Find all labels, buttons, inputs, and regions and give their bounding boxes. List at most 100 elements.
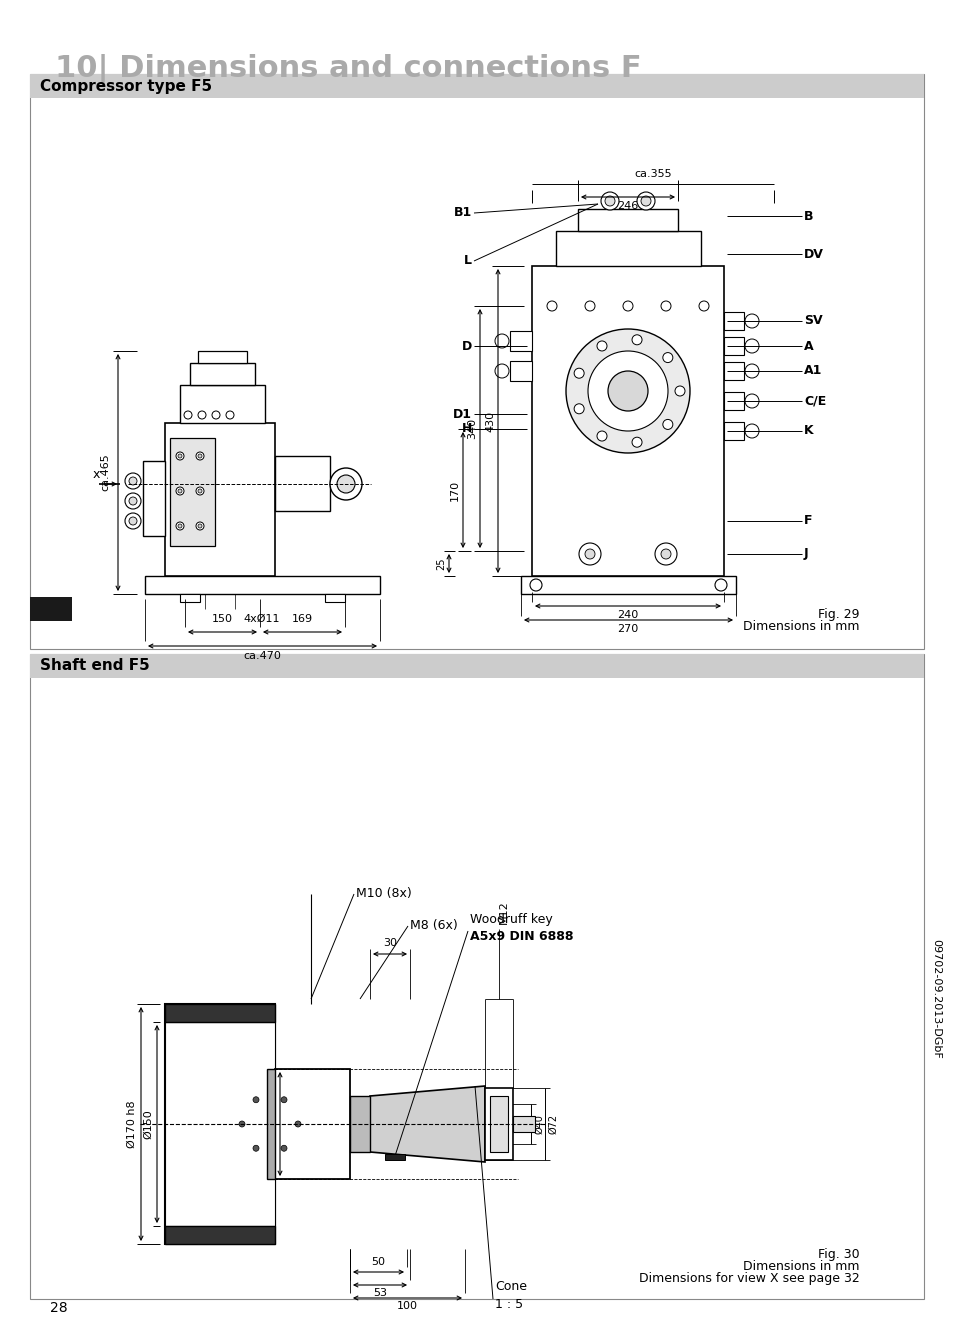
Circle shape xyxy=(632,438,641,447)
Circle shape xyxy=(125,513,141,529)
Bar xyxy=(30,74,923,98)
Circle shape xyxy=(565,329,689,453)
Circle shape xyxy=(129,517,137,525)
Bar xyxy=(267,1069,274,1180)
Circle shape xyxy=(597,341,606,351)
Bar xyxy=(723,362,743,380)
Text: 2: 2 xyxy=(493,1121,499,1131)
Bar xyxy=(30,653,923,1299)
Text: C/E: C/E xyxy=(803,395,825,407)
Circle shape xyxy=(336,475,355,493)
Circle shape xyxy=(546,301,557,311)
Bar xyxy=(145,576,379,595)
Circle shape xyxy=(587,351,667,431)
Circle shape xyxy=(125,493,141,509)
Bar xyxy=(198,351,247,363)
Bar xyxy=(723,422,743,441)
Text: D: D xyxy=(461,340,472,352)
Circle shape xyxy=(744,364,759,378)
Bar xyxy=(385,1154,405,1160)
Bar xyxy=(143,461,165,536)
Circle shape xyxy=(129,497,137,505)
Circle shape xyxy=(584,549,595,558)
Circle shape xyxy=(198,454,202,458)
Circle shape xyxy=(239,1121,245,1127)
Text: SV: SV xyxy=(803,315,821,328)
Text: 53: 53 xyxy=(373,1288,387,1297)
Bar xyxy=(484,1089,513,1160)
Text: J: J xyxy=(803,548,808,561)
Text: A1: A1 xyxy=(803,364,821,378)
Circle shape xyxy=(330,469,361,499)
Text: H: H xyxy=(461,423,472,435)
Text: 169: 169 xyxy=(292,615,313,624)
Circle shape xyxy=(253,1145,258,1152)
Bar xyxy=(165,1004,274,1022)
Circle shape xyxy=(744,315,759,328)
Text: 4xØ11: 4xØ11 xyxy=(244,615,280,624)
Circle shape xyxy=(198,524,202,528)
Bar xyxy=(30,74,923,649)
Bar xyxy=(190,363,254,386)
Circle shape xyxy=(662,352,672,363)
Text: 240: 240 xyxy=(617,611,638,620)
Text: M8 (6x): M8 (6x) xyxy=(410,920,457,932)
Circle shape xyxy=(129,477,137,485)
Circle shape xyxy=(660,549,670,558)
Text: D1: D1 xyxy=(453,407,472,420)
Text: Dimensions for view X see page 32: Dimensions for view X see page 32 xyxy=(639,1272,859,1285)
Text: 1 : 5: 1 : 5 xyxy=(495,1297,522,1311)
Bar xyxy=(556,232,700,266)
Text: Ø72: Ø72 xyxy=(547,1114,558,1134)
Text: B1: B1 xyxy=(454,206,472,220)
Bar xyxy=(578,209,678,232)
Text: 50: 50 xyxy=(371,1257,385,1267)
Bar xyxy=(165,1022,274,1227)
Bar xyxy=(510,331,532,351)
Circle shape xyxy=(597,431,606,441)
Text: 270: 270 xyxy=(617,624,638,633)
Text: M10 (8x): M10 (8x) xyxy=(355,888,412,901)
Circle shape xyxy=(604,195,615,206)
Text: DV: DV xyxy=(803,248,823,261)
Text: 150: 150 xyxy=(212,615,233,624)
Circle shape xyxy=(175,522,184,530)
Circle shape xyxy=(495,333,509,348)
Bar xyxy=(510,362,532,382)
Text: Fig. 30: Fig. 30 xyxy=(818,1248,859,1261)
Text: Woodruff key: Woodruff key xyxy=(470,912,552,925)
Bar xyxy=(274,1069,350,1180)
Bar xyxy=(723,392,743,410)
Text: 430: 430 xyxy=(484,411,495,431)
Circle shape xyxy=(660,301,670,311)
Text: 30: 30 xyxy=(382,939,396,948)
Text: 246: 246 xyxy=(617,201,638,212)
Circle shape xyxy=(530,578,541,590)
Text: B: B xyxy=(803,209,813,222)
Circle shape xyxy=(178,489,182,493)
Text: x: x xyxy=(92,469,100,481)
Circle shape xyxy=(212,411,220,419)
Text: A: A xyxy=(803,340,813,352)
Text: Dimensions in mm: Dimensions in mm xyxy=(742,1260,859,1273)
Text: M12: M12 xyxy=(498,900,509,924)
Text: 10| Dimensions and connections F: 10| Dimensions and connections F xyxy=(55,54,641,84)
Bar xyxy=(274,457,330,511)
Circle shape xyxy=(574,404,583,414)
Text: Compressor type F5: Compressor type F5 xyxy=(40,79,212,94)
Bar xyxy=(520,576,735,595)
Circle shape xyxy=(253,1097,258,1103)
Text: Ø150: Ø150 xyxy=(143,1109,152,1139)
Circle shape xyxy=(195,522,204,530)
Circle shape xyxy=(184,411,192,419)
Circle shape xyxy=(281,1145,287,1152)
Bar xyxy=(325,595,345,603)
Circle shape xyxy=(178,454,182,458)
Bar xyxy=(350,1097,370,1152)
Circle shape xyxy=(495,364,509,378)
Bar xyxy=(180,386,265,423)
Bar xyxy=(165,423,274,576)
Text: Ø40: Ø40 xyxy=(534,1114,543,1134)
Circle shape xyxy=(198,489,202,493)
Bar xyxy=(490,1097,507,1152)
